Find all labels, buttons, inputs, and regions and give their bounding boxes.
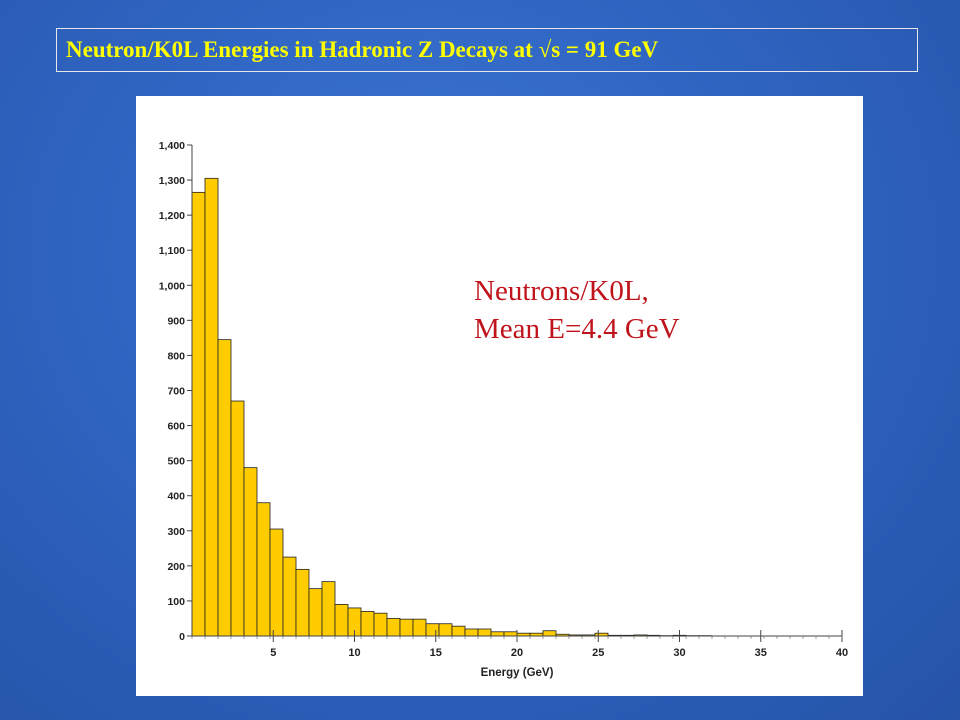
histogram-bar <box>269 528 284 637</box>
annotation-line-1: Neutrons/K0L, <box>474 275 649 307</box>
x-tick-label: 40 <box>836 647 848 659</box>
y-tick-label: 500 <box>167 456 185 468</box>
histogram-bar <box>230 400 245 637</box>
y-tick-label: 800 <box>167 350 185 362</box>
axes-group: 0 100 200 300 400 500 600 700 800 900 1,000 1,100 1,… <box>159 140 848 679</box>
slide-title: Neutron/K0L Energies in Hadronic Z Decay… <box>66 37 659 62</box>
histogram-bar <box>334 604 349 637</box>
histogram-bar <box>386 618 401 637</box>
histogram-bar <box>477 628 492 637</box>
histogram-bar <box>282 556 297 637</box>
bars-group <box>191 177 713 637</box>
annotation-line-2: Mean E=4.4 GeV <box>474 313 680 345</box>
y-tick-label: 200 <box>167 561 185 573</box>
x-tick-label: 35 <box>755 647 767 659</box>
y-tick-label: 900 <box>167 315 185 327</box>
x-tick-label: 10 <box>348 647 360 659</box>
y-tick-label: 1,100 <box>159 245 185 257</box>
histogram-chart: 0 100 200 300 400 500 600 700 800 900 1,000 1,100 1,… <box>159 140 848 679</box>
histogram-bar <box>438 623 453 637</box>
histogram-bar <box>503 631 518 637</box>
histogram-bar <box>321 581 336 637</box>
y-tick-label: 600 <box>167 421 185 433</box>
histogram-bar <box>399 618 414 637</box>
histogram-bar <box>256 502 271 637</box>
histogram-bar <box>542 630 557 637</box>
x-tick-label: 5 <box>270 647 276 659</box>
histogram-bar <box>295 568 310 637</box>
y-tick-label: 0 <box>179 631 185 643</box>
histogram-bar <box>451 625 466 637</box>
histogram-bar <box>373 612 388 637</box>
x-tick-label: 30 <box>673 647 685 659</box>
y-tick-label: 1,300 <box>159 175 185 187</box>
histogram-bar <box>490 631 505 637</box>
histogram-bar <box>464 628 479 637</box>
x-axis-label: Energy (GeV) <box>481 667 554 679</box>
x-tick-label: 15 <box>430 647 442 659</box>
y-tick-label: 300 <box>167 526 185 538</box>
y-tick-label: 1,400 <box>159 140 185 152</box>
histogram-bar <box>425 623 440 637</box>
histogram-bar <box>243 467 258 637</box>
chart-panel: 0 100 200 300 400 500 600 700 800 900 1,000 1,100 1,… <box>136 96 863 696</box>
histogram-bar <box>191 191 206 637</box>
histogram-bar <box>308 588 323 637</box>
x-tick-label: 20 <box>511 647 523 659</box>
histogram-bar <box>217 339 232 637</box>
slide-title-box: Neutron/K0L Energies in Hadronic Z Decay… <box>56 28 918 72</box>
histogram-bar <box>412 618 427 637</box>
y-tick-label: 1,200 <box>159 210 185 222</box>
histogram-bar <box>204 177 219 637</box>
y-tick-label: 100 <box>167 596 185 608</box>
histogram-bar <box>360 611 375 637</box>
y-tick-label: 700 <box>167 386 185 398</box>
y-tick-label: 1,000 <box>159 280 185 292</box>
x-tick-label: 25 <box>592 647 604 659</box>
mean-energy-annotation: Neutrons/K0L, Mean E=4.4 GeV <box>474 272 680 348</box>
y-tick-label: 400 <box>167 491 185 503</box>
